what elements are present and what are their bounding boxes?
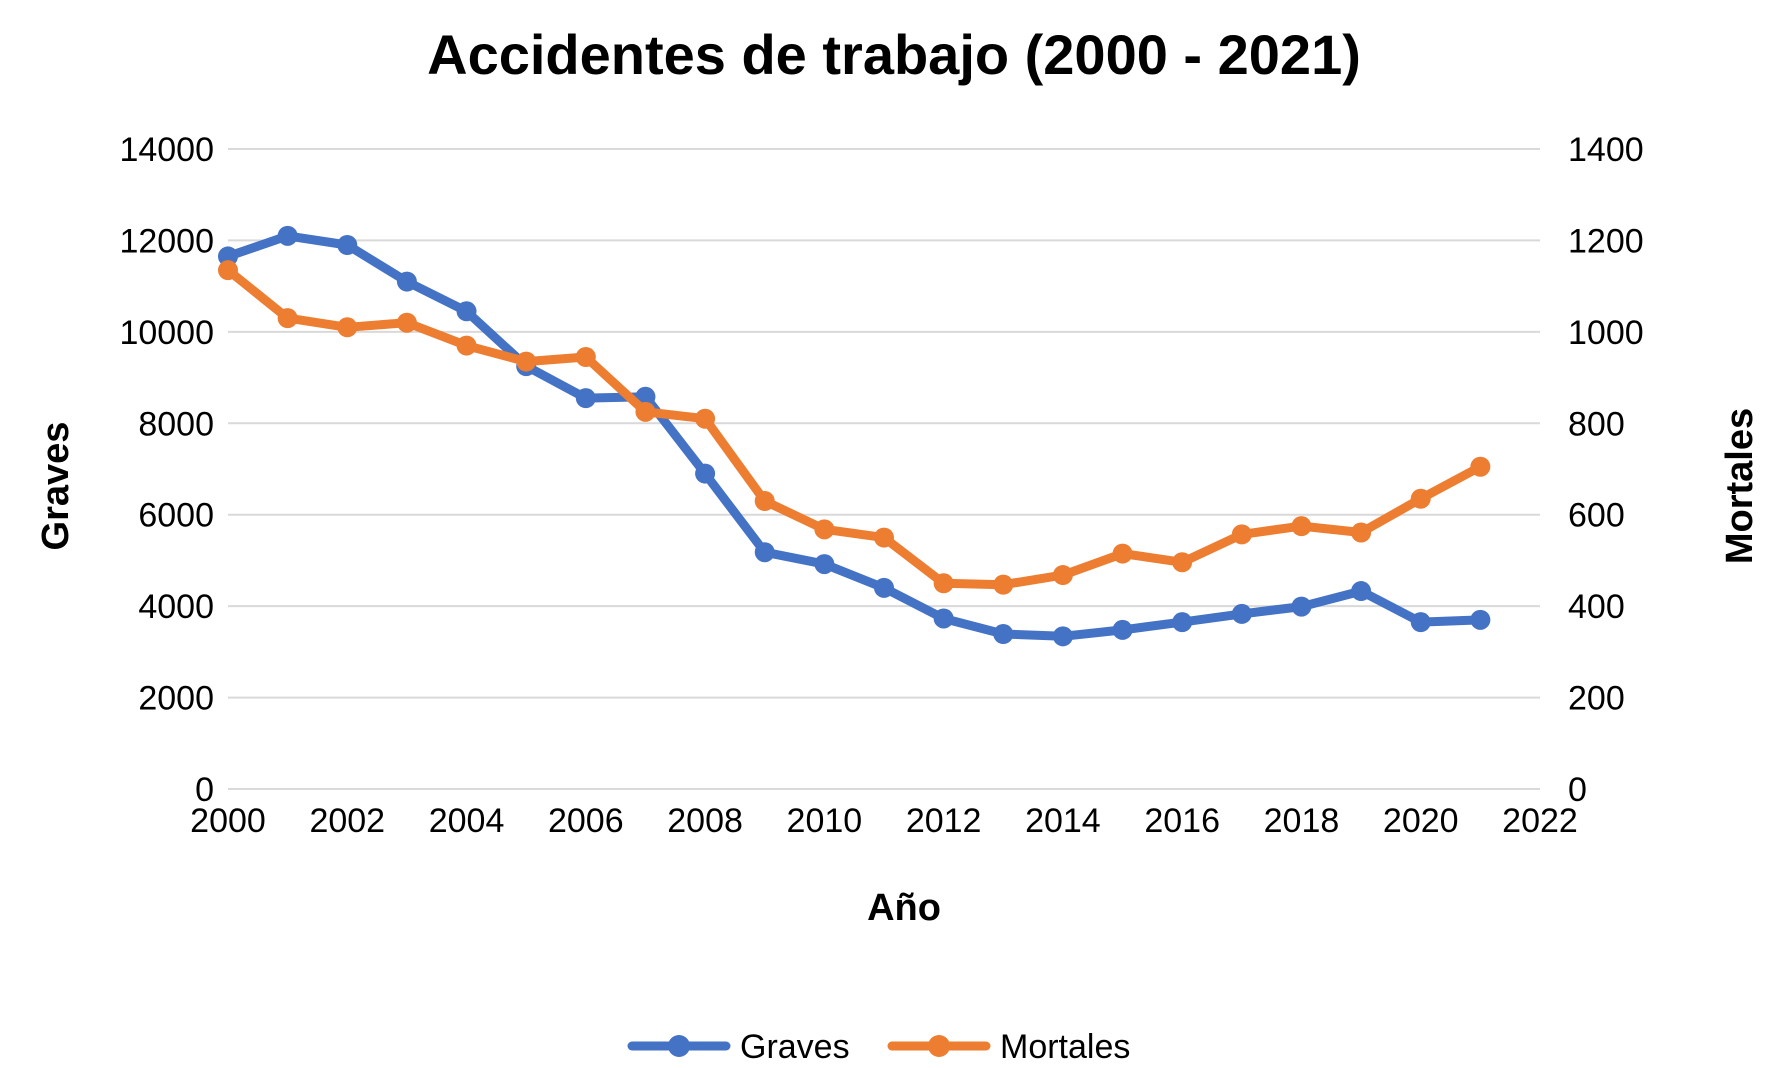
legend-label: Mortales bbox=[1000, 1028, 1130, 1066]
data-point-graves bbox=[277, 225, 298, 246]
data-point-mortales bbox=[1231, 524, 1252, 545]
data-point-mortales bbox=[695, 408, 716, 429]
data-point-graves bbox=[814, 554, 835, 575]
data-point-mortales bbox=[1291, 516, 1312, 537]
legend-swatch-marker bbox=[928, 1035, 950, 1057]
x-tick-label: 2010 bbox=[787, 802, 863, 840]
data-point-graves bbox=[695, 463, 716, 484]
data-point-mortales bbox=[1410, 488, 1431, 509]
data-point-graves bbox=[874, 577, 894, 598]
data-point-mortales bbox=[814, 519, 835, 540]
right-tick-label: 200 bbox=[1568, 680, 1625, 718]
series-line-mortales bbox=[223, 265, 1485, 590]
x-tick-label: 2014 bbox=[1025, 802, 1101, 840]
data-point-mortales bbox=[1112, 543, 1133, 564]
left-tick-label: 14000 bbox=[119, 131, 214, 169]
x-tick-label: 2018 bbox=[1264, 802, 1340, 840]
legend: Graves Mortales bbox=[627, 1028, 1130, 1066]
data-point-graves bbox=[1172, 612, 1193, 633]
right-tick-label: 0 bbox=[1568, 771, 1587, 809]
data-point-mortales bbox=[993, 574, 1014, 595]
data-point-graves bbox=[993, 624, 1014, 645]
data-point-mortales bbox=[874, 527, 894, 548]
x-tick-label: 2022 bbox=[1502, 802, 1578, 840]
right-tick-label: 400 bbox=[1568, 588, 1625, 626]
data-point-graves bbox=[1231, 603, 1252, 624]
x-tick-label: 2008 bbox=[667, 802, 743, 840]
legend-item-graves: Graves bbox=[627, 1028, 850, 1066]
data-point-mortales bbox=[933, 573, 954, 594]
left-tick-label: 4000 bbox=[138, 588, 214, 626]
x-tick-label: 2006 bbox=[548, 802, 624, 840]
data-point-mortales bbox=[516, 351, 537, 372]
x-axis-title: Año bbox=[867, 887, 941, 929]
data-point-mortales bbox=[1172, 552, 1193, 573]
right-tick-label: 1400 bbox=[1568, 131, 1644, 169]
data-point-graves bbox=[1112, 619, 1133, 640]
data-point-mortales bbox=[1351, 522, 1372, 543]
data-point-mortales bbox=[575, 347, 596, 367]
left-tick-label: 0 bbox=[195, 771, 214, 809]
data-point-mortales bbox=[456, 335, 477, 356]
data-point-mortales bbox=[337, 317, 358, 338]
legend-swatch-marker bbox=[668, 1035, 690, 1057]
data-point-mortales bbox=[277, 308, 298, 329]
data-point-graves bbox=[754, 542, 775, 563]
data-point-mortales bbox=[1470, 456, 1491, 477]
series-line-graves bbox=[223, 231, 1485, 641]
data-point-mortales bbox=[754, 491, 775, 511]
left-tick-label: 8000 bbox=[138, 405, 214, 443]
left-tick-label: 10000 bbox=[119, 314, 214, 352]
x-tick-label: 2016 bbox=[1144, 802, 1220, 840]
data-point-mortales bbox=[1052, 565, 1073, 586]
data-point-graves bbox=[1470, 609, 1491, 630]
data-point-graves bbox=[1410, 612, 1431, 633]
right-axis-title: Mortales bbox=[1719, 408, 1761, 564]
data-point-graves bbox=[1052, 626, 1073, 647]
data-point-graves bbox=[337, 235, 358, 255]
data-point-graves bbox=[575, 388, 596, 409]
series-mortales bbox=[218, 260, 1491, 595]
left-axis-ticks: 0 2000 4000 6000 8000 10000 12000 14000 bbox=[119, 131, 214, 809]
series-graves bbox=[218, 225, 1491, 647]
legend-item-mortales: Mortales bbox=[887, 1028, 1130, 1066]
data-point-graves bbox=[456, 301, 477, 322]
data-point-graves bbox=[1291, 596, 1312, 617]
data-point-mortales bbox=[635, 401, 656, 422]
x-tick-label: 2002 bbox=[309, 802, 385, 840]
data-point-graves bbox=[933, 608, 954, 629]
right-tick-label: 1200 bbox=[1568, 222, 1644, 260]
data-point-graves bbox=[396, 271, 417, 292]
right-tick-label: 800 bbox=[1568, 405, 1625, 443]
legend-label: Graves bbox=[740, 1028, 850, 1066]
data-point-mortales bbox=[218, 260, 238, 281]
right-axis-ticks: 0 200 400 600 800 1000 1200 1400 bbox=[1568, 131, 1644, 809]
right-tick-label: 1000 bbox=[1568, 314, 1644, 352]
left-axis-title: Graves bbox=[35, 422, 77, 551]
x-tick-label: 2004 bbox=[429, 802, 505, 840]
gridlines bbox=[228, 148, 1540, 790]
left-tick-label: 12000 bbox=[119, 222, 214, 260]
series-layer bbox=[218, 225, 1491, 647]
x-tick-label: 2000 bbox=[190, 802, 266, 840]
data-point-mortales bbox=[396, 312, 417, 333]
data-point-graves bbox=[1351, 581, 1372, 602]
x-tick-label: 2012 bbox=[906, 802, 982, 840]
data-point-graves bbox=[218, 246, 238, 267]
x-tick-label: 2020 bbox=[1383, 802, 1459, 840]
left-tick-label: 2000 bbox=[138, 680, 214, 718]
right-tick-label: 600 bbox=[1568, 497, 1625, 535]
x-axis-ticks: 2000 2002 2004 2006 2008 2010 2012 2014 2016 2018… bbox=[190, 802, 1578, 840]
left-tick-label: 6000 bbox=[138, 497, 214, 535]
chart-title: Accidentes de trabajo (2000 - 2021) bbox=[427, 23, 1361, 86]
